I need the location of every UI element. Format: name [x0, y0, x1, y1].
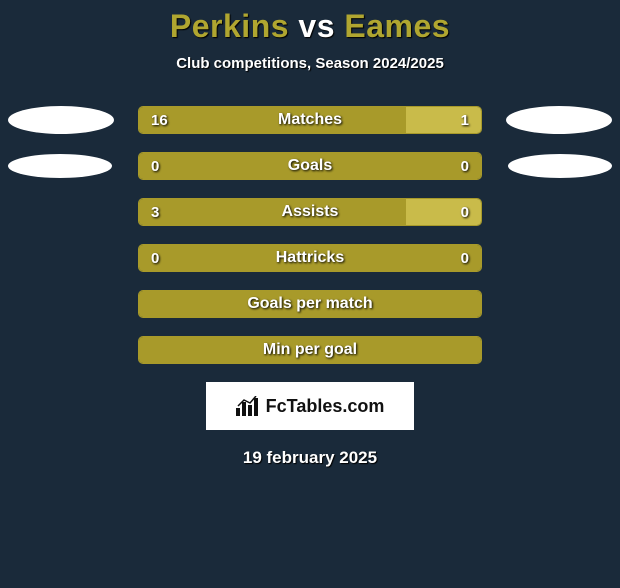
player1-badge: [8, 106, 114, 134]
stat-bar: Goals per match: [138, 290, 482, 318]
bar-segment-right: [406, 107, 481, 133]
stat-bar: Min per goal: [138, 336, 482, 364]
bar-segment-left: [139, 245, 481, 271]
player2-badge: [508, 154, 612, 178]
bar-segment-left: [139, 291, 481, 317]
logo-main: Tables: [287, 396, 343, 416]
comparison-title: Perkins vs Eames: [0, 8, 620, 45]
bar-segment-left: [139, 153, 481, 179]
logo-suffix: .com: [342, 396, 384, 416]
player2-name: Eames: [344, 8, 450, 44]
player1-badge: [8, 154, 112, 178]
bar-segment-right: [406, 199, 481, 225]
player2-badge: [506, 106, 612, 134]
logo-text: FcTables.com: [266, 396, 385, 417]
date-text: 19 february 2025: [0, 448, 620, 468]
logo-prefix: Fc: [266, 396, 287, 416]
bar-segment-left: [139, 337, 481, 363]
stat-row: Goals00: [0, 152, 620, 180]
subtitle: Club competitions, Season 2024/2025: [0, 55, 620, 72]
fctables-logo: FcTables.com: [206, 382, 414, 430]
stat-row: Min per goal: [0, 336, 620, 364]
stat-bar: Goals00: [138, 152, 482, 180]
stat-row: Hattricks00: [0, 244, 620, 272]
stat-bar: Assists30: [138, 198, 482, 226]
chart-icon: [236, 396, 260, 416]
stat-row: Goals per match: [0, 290, 620, 318]
player1-name: Perkins: [170, 8, 289, 44]
stat-bar: Hattricks00: [138, 244, 482, 272]
stats-container: Matches161 Goals00 Assists30 Hattricks00 Goa…: [0, 106, 620, 364]
stat-row: Matches161: [0, 106, 620, 134]
stat-row: Assists30: [0, 198, 620, 226]
bar-segment-left: [139, 199, 406, 225]
stat-bar: Matches161: [138, 106, 482, 134]
vs-text: vs: [298, 8, 335, 44]
bar-segment-left: [139, 107, 406, 133]
